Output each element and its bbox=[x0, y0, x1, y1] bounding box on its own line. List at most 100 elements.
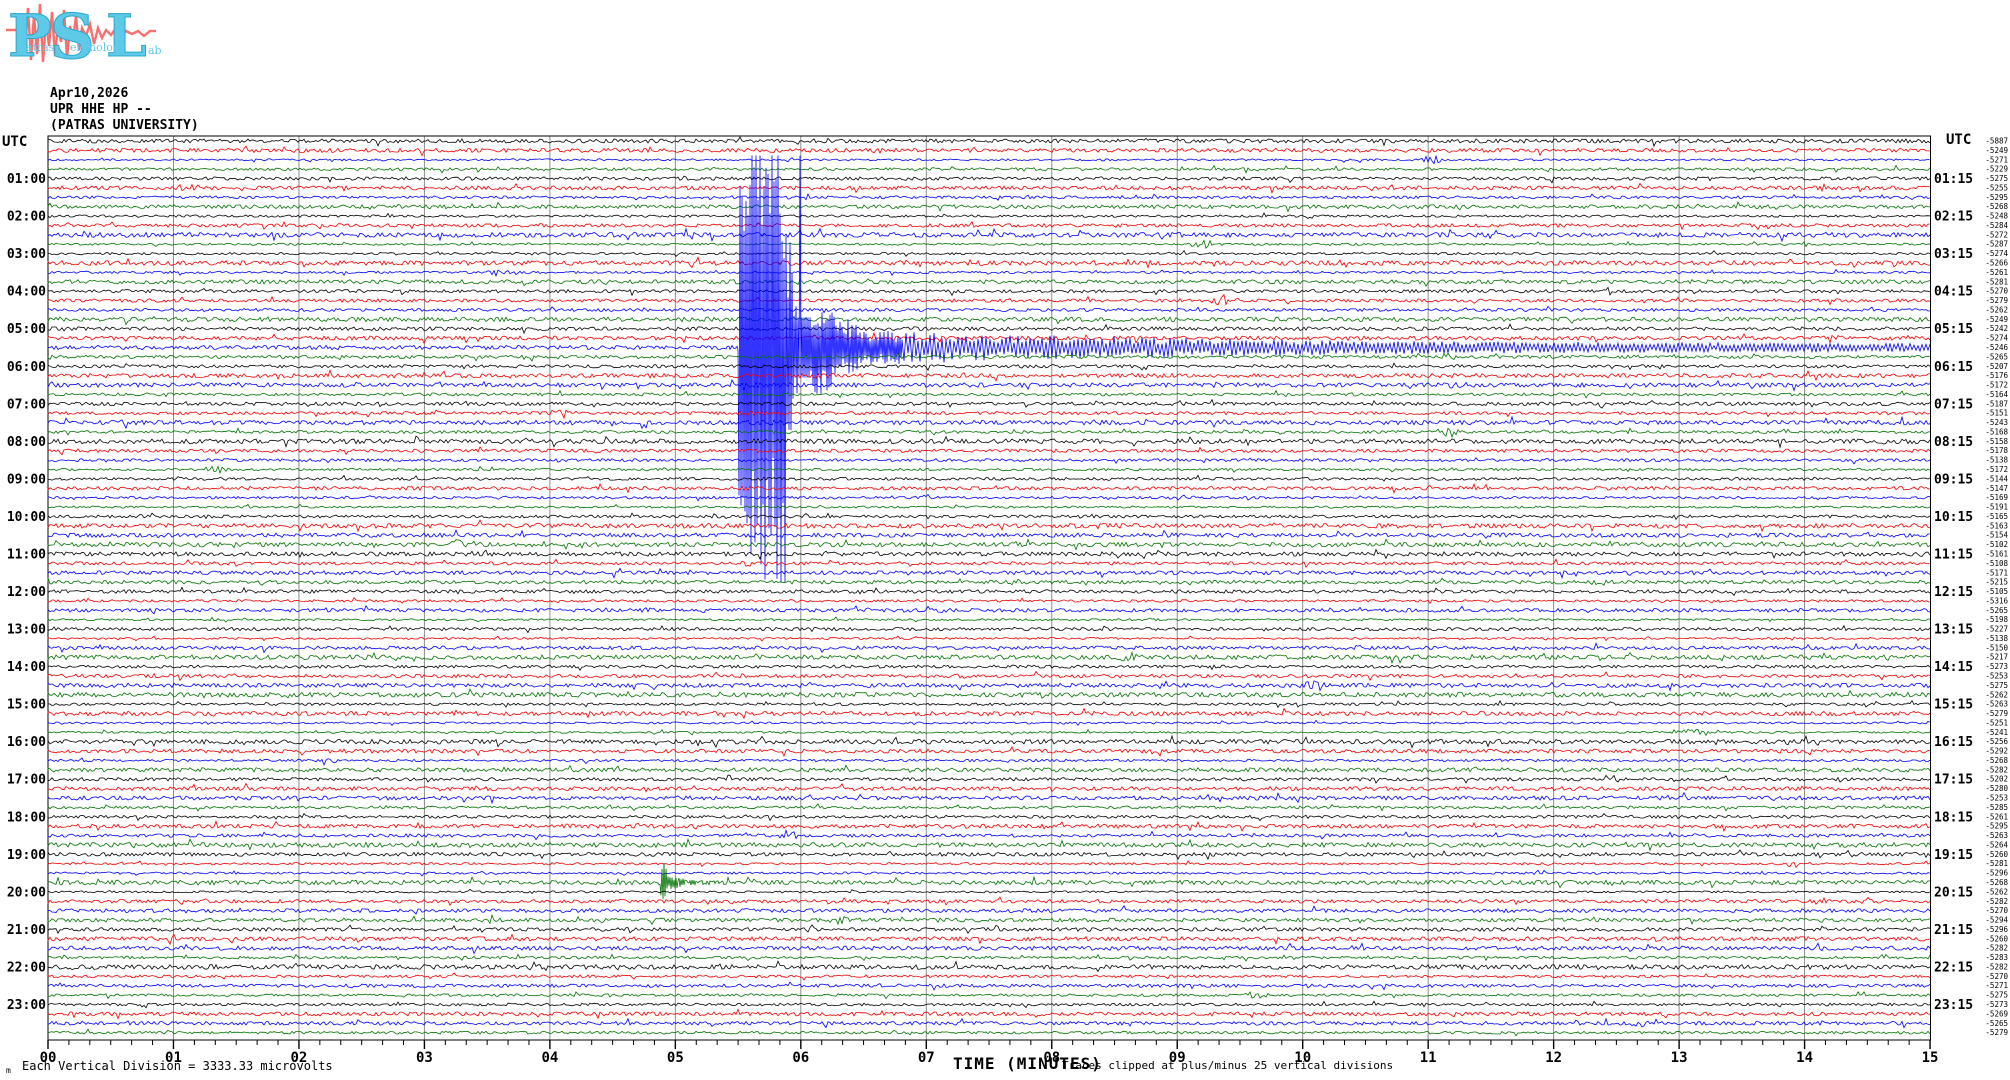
trace-offset-value: -5108 bbox=[1985, 559, 2008, 568]
trace-offset-value: -5887 bbox=[1985, 137, 2008, 146]
logo-letter-s: S bbox=[50, 2, 95, 66]
trace-offset-value: -5138 bbox=[1985, 456, 2008, 465]
x-tick-label: 00 bbox=[40, 1050, 57, 1066]
utc-label-left: UTC bbox=[2, 134, 28, 150]
trace-row bbox=[47, 1008, 1931, 1020]
hour-label-left: 09:00 bbox=[7, 472, 46, 487]
trace-row bbox=[47, 548, 1931, 560]
trace-row bbox=[47, 642, 1931, 654]
x-tick-label: 02 bbox=[291, 1050, 308, 1066]
trace-offset-value: -5273 bbox=[1985, 1000, 2008, 1009]
trace-row bbox=[47, 362, 1931, 371]
trace-row bbox=[47, 457, 1931, 465]
trace-row bbox=[47, 699, 1931, 709]
trace-offset-value: -5261 bbox=[1985, 812, 2008, 821]
trace-offset-value: -5270 bbox=[1985, 287, 2008, 296]
trace-row bbox=[47, 538, 1931, 551]
trace-row bbox=[47, 670, 1931, 682]
date-label: Apr10,2026 bbox=[50, 86, 129, 101]
hour-label-right: 20:15 bbox=[1934, 885, 1973, 900]
trace-offset-value: -5169 bbox=[1985, 493, 2008, 502]
trace-row bbox=[47, 154, 1931, 165]
trace-offset-value: -5253 bbox=[1985, 794, 2008, 803]
hour-label-left: 16:00 bbox=[7, 735, 46, 750]
trace-offset-value: -5268 bbox=[1985, 202, 2008, 211]
hour-label-left: 11:00 bbox=[7, 547, 46, 562]
trace-row bbox=[47, 409, 1931, 420]
trace-row bbox=[47, 812, 1931, 822]
trace-row bbox=[47, 278, 1931, 287]
hour-label-right: 16:15 bbox=[1934, 735, 1973, 750]
trace-row bbox=[47, 286, 1931, 297]
footer-mark: m bbox=[6, 1066, 11, 1075]
trace-offset-value: -5260 bbox=[1985, 934, 2008, 943]
trace-row bbox=[47, 175, 1931, 184]
hour-label-left: 17:00 bbox=[7, 773, 46, 788]
trace-offset-value: -5251 bbox=[1985, 718, 2008, 727]
hour-label-right: 22:15 bbox=[1934, 960, 1973, 975]
trace-offset-value: -5255 bbox=[1985, 183, 2008, 192]
utc-label-right: UTC bbox=[1946, 132, 1972, 148]
vertical-division-note: Each Vertical Division = 3333.33 microvo… bbox=[22, 1059, 333, 1073]
trace-row bbox=[47, 616, 1931, 623]
trace-offset-value: -5272 bbox=[1985, 230, 2008, 239]
hour-label-left: 06:00 bbox=[7, 360, 46, 375]
x-tick-label: 08 bbox=[1043, 1050, 1060, 1066]
trace-row bbox=[47, 145, 1930, 157]
trace-offset-value: -5261 bbox=[1985, 268, 2008, 277]
x-tick-label: 01 bbox=[165, 1050, 182, 1066]
trace-row bbox=[47, 446, 1931, 456]
hour-label-left: 03:00 bbox=[7, 247, 46, 262]
trace-offset-value: -5262 bbox=[1985, 305, 2008, 314]
hour-label-right: 05:15 bbox=[1934, 322, 1973, 337]
trace-offset-value: -5249 bbox=[1985, 146, 2008, 155]
trace-offset-value: -5282 bbox=[1985, 962, 2008, 971]
trace-row bbox=[47, 1000, 1931, 1009]
trace-row bbox=[47, 905, 1931, 915]
hour-label-right: 11:15 bbox=[1934, 547, 1973, 562]
trace-offset-value: -5265 bbox=[1985, 1019, 2008, 1028]
trace-row bbox=[47, 913, 1931, 926]
trace-row bbox=[47, 757, 1931, 766]
trace-offset-value: -5282 bbox=[1985, 897, 2008, 906]
trace-row bbox=[47, 728, 1931, 737]
trace-row bbox=[47, 1017, 1931, 1029]
x-tick-label: 12 bbox=[1545, 1050, 1562, 1066]
hour-label-left: 21:00 bbox=[7, 923, 46, 938]
hour-label-right: 01:15 bbox=[1934, 172, 1973, 187]
trace-offset-value: -5296 bbox=[1985, 869, 2008, 878]
trace-row bbox=[47, 164, 1931, 174]
trace-offset-value: -5264 bbox=[1985, 840, 2008, 849]
trace-row bbox=[47, 331, 1931, 345]
trace-row bbox=[47, 192, 1931, 201]
trace-row bbox=[47, 201, 1931, 213]
trace-offset-value: -5281 bbox=[1985, 859, 2008, 868]
hour-label-right: 06:15 bbox=[1934, 360, 1973, 375]
trace-offset-value: -5151 bbox=[1985, 409, 2008, 418]
trace-offset-value: -5282 bbox=[1985, 944, 2008, 953]
x-tick-label: 14 bbox=[1796, 1050, 1813, 1066]
trace-row bbox=[47, 293, 1931, 306]
trace-offset-value: -5285 bbox=[1985, 803, 2008, 812]
trace-offset-value: -5215 bbox=[1985, 578, 2008, 587]
trace-row bbox=[47, 624, 1931, 634]
trace-row bbox=[47, 688, 1931, 699]
trace-offset-value: -5262 bbox=[1985, 887, 2008, 896]
trace-offset-value: -5241 bbox=[1985, 728, 2008, 737]
trace-row bbox=[47, 378, 1931, 392]
hour-label-left: 19:00 bbox=[7, 848, 46, 863]
institution-label: (PATRAS UNIVERSITY) bbox=[50, 118, 199, 133]
trace-row bbox=[47, 398, 1931, 409]
trace-offset-value: -5144 bbox=[1985, 474, 2008, 483]
trace-row bbox=[47, 389, 1931, 399]
trace-row bbox=[47, 664, 1931, 671]
trace-row bbox=[47, 474, 1931, 482]
trace-offset-value: -5217 bbox=[1985, 653, 2008, 662]
trace-offset-value: -5279 bbox=[1985, 296, 2008, 305]
x-tick-label: 04 bbox=[541, 1050, 558, 1066]
hour-label-right: 21:15 bbox=[1934, 923, 1973, 938]
hour-label-left: 15:00 bbox=[7, 698, 46, 713]
trace-row bbox=[47, 924, 1931, 934]
trace-row bbox=[47, 503, 1931, 509]
trace-offset-value: -5269 bbox=[1985, 1009, 2008, 1018]
